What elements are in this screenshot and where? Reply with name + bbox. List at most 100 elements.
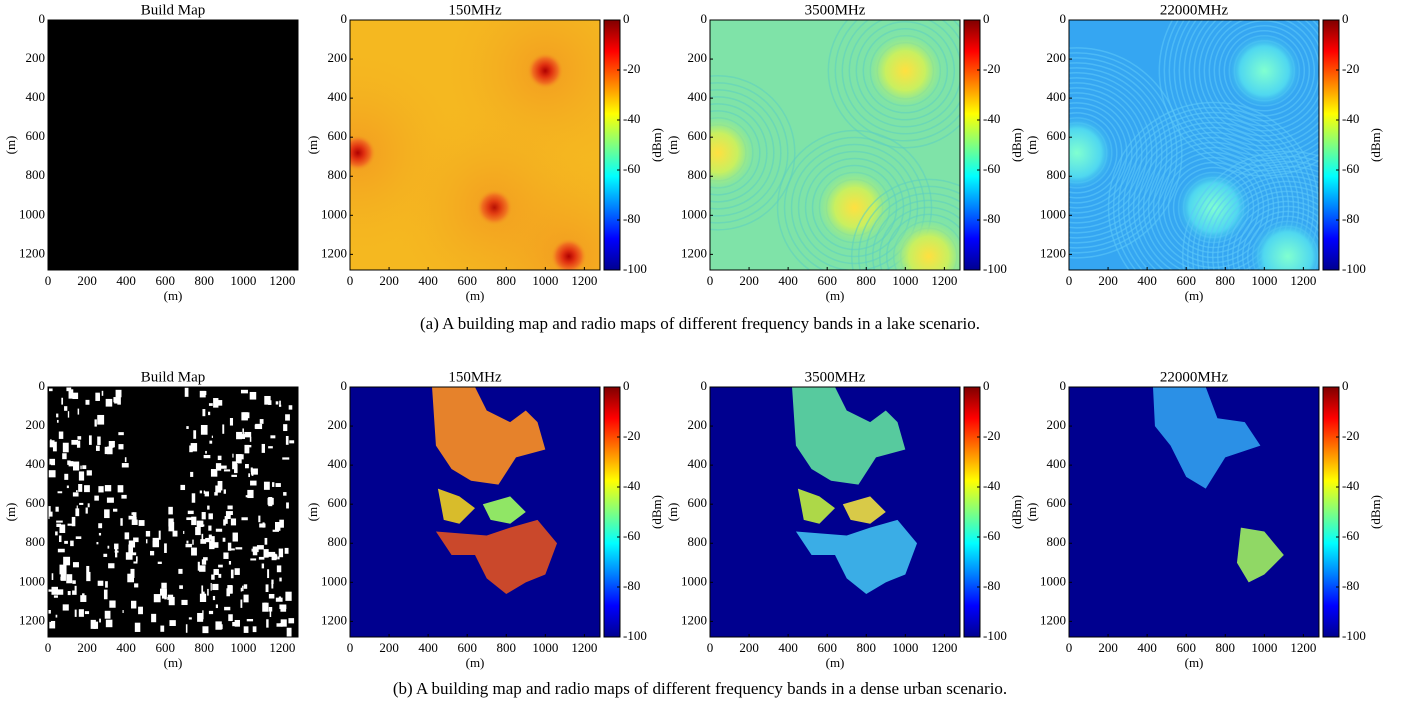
x-axis-label: (m) xyxy=(826,655,845,670)
colorbar xyxy=(603,386,621,638)
y-tick-label: 1000 xyxy=(19,573,45,588)
building xyxy=(178,568,183,574)
building xyxy=(278,596,282,601)
building xyxy=(97,580,104,586)
building xyxy=(208,403,213,406)
caption: (b) A building map and radio maps of dif… xyxy=(393,679,1007,698)
y-tick-label: 800 xyxy=(26,167,46,182)
transmitter-spot xyxy=(888,216,960,270)
building xyxy=(264,537,268,545)
plot-frame xyxy=(709,19,961,271)
building xyxy=(186,426,189,429)
building xyxy=(57,548,65,553)
y-tick-label: 1000 xyxy=(321,206,347,221)
building xyxy=(131,600,137,609)
building xyxy=(215,463,222,471)
building xyxy=(190,471,194,477)
building xyxy=(203,557,208,561)
x-tick-label: 200 xyxy=(77,640,97,655)
interference-ring xyxy=(1192,160,1319,270)
building xyxy=(272,529,279,532)
building xyxy=(135,556,138,562)
y-tick-label: 1200 xyxy=(1040,612,1066,627)
building xyxy=(267,553,274,557)
building xyxy=(213,569,219,575)
building xyxy=(214,492,218,496)
transmitter-spot xyxy=(550,238,587,270)
building xyxy=(232,453,234,458)
building xyxy=(210,469,218,477)
building xyxy=(172,530,178,537)
building xyxy=(151,613,157,623)
x-axis-label: (m) xyxy=(466,288,485,303)
panel-title: Build Map xyxy=(141,369,206,385)
heatmap xyxy=(48,20,298,270)
building xyxy=(106,497,114,503)
interference-ring xyxy=(797,150,912,265)
building xyxy=(62,604,69,611)
x-axis-label: (m) xyxy=(826,288,845,303)
y-tick-label: 1000 xyxy=(321,573,347,588)
y-tick-label: 200 xyxy=(1047,417,1067,432)
building xyxy=(261,443,265,453)
interference-ring xyxy=(879,206,960,270)
interference-ring xyxy=(1069,77,1153,229)
building xyxy=(55,531,58,536)
building xyxy=(286,502,289,509)
building xyxy=(56,419,59,423)
building xyxy=(59,524,66,533)
building xyxy=(269,609,272,618)
building xyxy=(243,626,249,633)
building xyxy=(268,551,276,555)
building xyxy=(271,582,274,589)
interference-ring xyxy=(855,21,956,121)
interference-ring xyxy=(710,75,796,231)
building xyxy=(79,502,84,505)
building xyxy=(127,573,135,583)
building xyxy=(191,547,197,556)
building xyxy=(258,515,261,523)
y-tick-label: 0 xyxy=(701,11,708,26)
building xyxy=(248,473,250,478)
building xyxy=(199,565,206,572)
building xyxy=(133,537,139,543)
interference-ring xyxy=(1173,20,1319,162)
building xyxy=(200,524,205,527)
building xyxy=(120,518,123,526)
interference-ring xyxy=(1122,116,1305,270)
coverage-region xyxy=(792,387,906,485)
building xyxy=(70,540,74,547)
x-tick-label: 600 xyxy=(457,273,477,288)
y-tick-label: 800 xyxy=(26,534,46,549)
building xyxy=(242,585,244,592)
building xyxy=(201,585,204,595)
colorbar-tick-label: -20 xyxy=(1342,61,1359,76)
building xyxy=(255,423,263,430)
building xyxy=(72,562,79,568)
x-tick-label: 400 xyxy=(418,273,438,288)
interference-ring xyxy=(834,20,960,142)
x-tick-label: 800 xyxy=(1216,273,1236,288)
panel-title: 22000MHz xyxy=(1160,369,1229,385)
x-tick-label: 600 xyxy=(457,640,477,655)
building xyxy=(117,396,121,405)
plot-frame xyxy=(349,386,601,638)
building xyxy=(288,405,293,410)
colorbar-label: (dBm) xyxy=(1009,495,1024,529)
building xyxy=(145,530,151,537)
building xyxy=(259,419,264,424)
building xyxy=(203,454,211,459)
building xyxy=(227,585,233,594)
colorbar-tick-label: 0 xyxy=(1342,11,1349,26)
colorbar-tick-label: -20 xyxy=(623,428,640,443)
building xyxy=(218,573,222,578)
interference-ring xyxy=(710,89,782,217)
x-tick-label: 1000 xyxy=(230,640,256,655)
building xyxy=(250,558,257,561)
colorbar-tick-label: -100 xyxy=(623,628,647,643)
building xyxy=(118,444,124,450)
colorbar-tick-label: -80 xyxy=(1342,578,1359,593)
colorbar xyxy=(1322,19,1340,271)
